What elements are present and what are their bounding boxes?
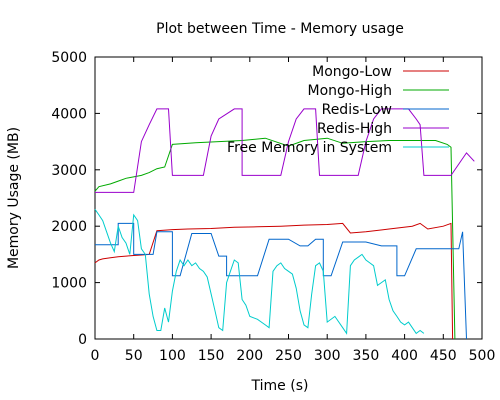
legend-label: Redis-Low: [322, 102, 392, 118]
series-line-mongo-high: [94, 137, 456, 340]
series-line-redis-low: [95, 222, 467, 340]
series-line-free-memory-in-system: [94, 209, 425, 335]
legend-label: Free Memory in System: [227, 140, 392, 156]
x-tick-label: 300: [314, 348, 341, 364]
legend: Mongo-Low Mongo-High Redis-Low Redis-High Fr…: [227, 64, 449, 156]
y-tick-label: 2000: [51, 219, 87, 235]
x-tick-label: 150: [198, 348, 225, 364]
y-axis-label: Memory Usage (MB): [6, 127, 22, 269]
x-tick-label: 400: [391, 348, 418, 364]
x-axis-label: Time (s): [251, 378, 309, 394]
plot-border: [94, 56, 483, 340]
y-tick-label: 3000: [51, 163, 87, 179]
series-line-mongo-low: [94, 222, 454, 340]
x-tick-label: 450: [430, 348, 457, 364]
series-layer: [94, 108, 475, 340]
y-tick-label: 0: [78, 332, 87, 348]
series-line-redis-high: [95, 108, 475, 193]
y-tick-label: 1000: [51, 276, 87, 292]
chart-title: Plot between Time - Memory usage: [156, 21, 404, 37]
plot-frame: [94, 56, 483, 340]
x-tick-label: 0: [91, 348, 100, 364]
x-tick-label: 350: [353, 348, 380, 364]
legend-label: Redis-High: [317, 121, 392, 137]
x-tick-label: 200: [236, 348, 263, 364]
x-tick-label: 250: [275, 348, 302, 364]
y-tick-label: 5000: [51, 50, 87, 66]
y-tick-label: 4000: [51, 106, 87, 122]
x-tick-label: 500: [469, 348, 496, 364]
x-tick-label: 50: [125, 348, 143, 364]
legend-label: Mongo-High: [308, 83, 392, 99]
ticks-layer: 0 50 100 150 200 250 300 350 400 450 5000100020003…: [51, 50, 495, 364]
x-tick-label: 100: [159, 348, 186, 364]
legend-label: Mongo-Low: [312, 64, 392, 80]
